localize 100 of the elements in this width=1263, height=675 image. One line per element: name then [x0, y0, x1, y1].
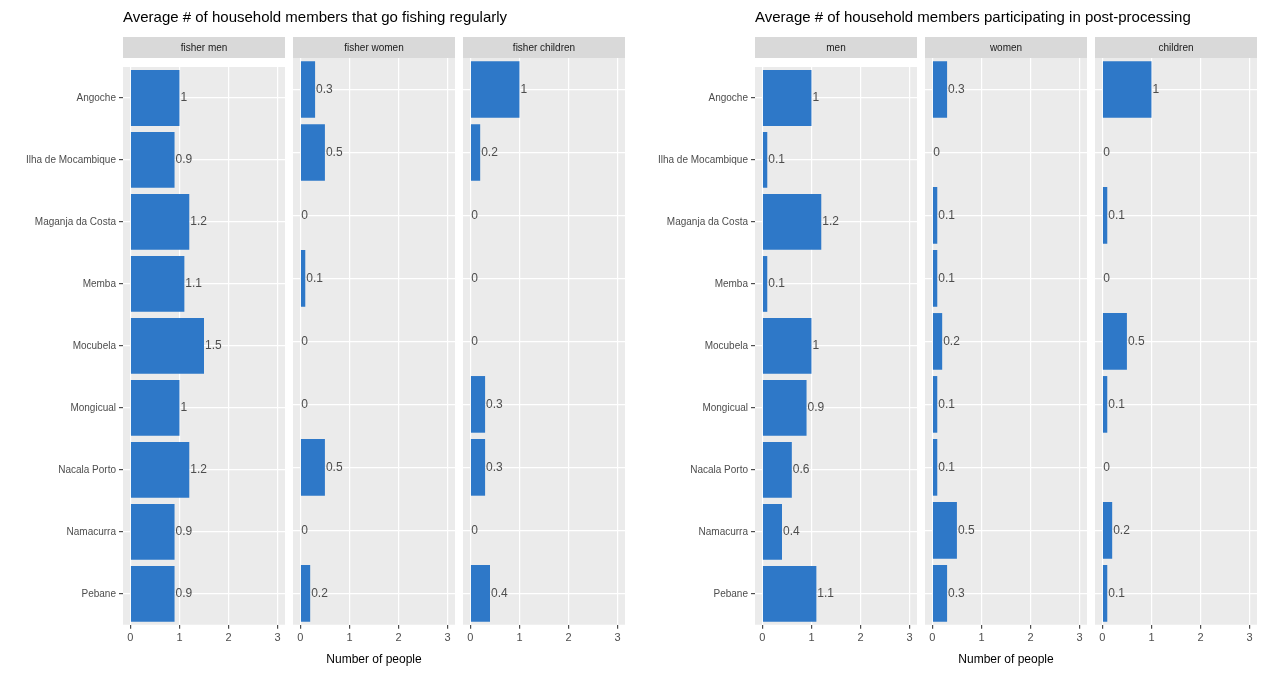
- data-label: 0: [301, 333, 309, 348]
- bar: [130, 379, 180, 436]
- y-tick-label: Mongicual: [702, 401, 748, 413]
- bar: [1102, 376, 1108, 433]
- x-tick-label: 2: [565, 631, 572, 644]
- bar: [470, 376, 486, 433]
- data-label: 0.4: [491, 585, 509, 600]
- data-label: 1.2: [822, 214, 840, 229]
- bar: [932, 250, 938, 307]
- bar: [762, 379, 807, 436]
- data-label: 0.2: [943, 333, 961, 348]
- data-label: 0.2: [311, 585, 329, 600]
- x-tick-label: 0: [297, 631, 304, 644]
- bar: [932, 313, 943, 370]
- data-label: 0: [1103, 459, 1111, 474]
- data-label: 0.1: [938, 396, 956, 411]
- data-label: 0.1: [1108, 207, 1126, 222]
- bar: [470, 439, 486, 496]
- data-label: 1.2: [190, 214, 208, 229]
- data-label: 0.6: [792, 462, 810, 477]
- bar: [130, 565, 175, 622]
- x-axis-title: Number of people: [957, 652, 1055, 666]
- y-tick-label: Namacurra: [698, 525, 749, 537]
- data-label: 0: [1103, 144, 1111, 159]
- y-tick-label: Pebane: [81, 587, 117, 599]
- x-tick-label: 3: [1076, 631, 1083, 644]
- data-label: 0.3: [486, 459, 504, 474]
- data-label: 0.9: [175, 152, 193, 167]
- x-tick-label: 3: [1246, 631, 1253, 644]
- x-tick-label: 2: [857, 631, 864, 644]
- bar: [130, 70, 180, 126]
- bar: [762, 318, 812, 374]
- bar: [1102, 61, 1152, 118]
- bar: [762, 194, 822, 250]
- data-label: 0.5: [325, 459, 343, 474]
- chart-subtitle: men: [755, 37, 917, 58]
- x-tick-label: 3: [274, 631, 281, 644]
- x-tick-label: 0: [759, 631, 766, 644]
- x-tick-label: 1: [808, 631, 815, 644]
- data-label: 0: [471, 522, 479, 537]
- x-tick-label: 2: [225, 631, 232, 644]
- bar: [762, 503, 782, 560]
- bar: [130, 441, 190, 498]
- data-label: 0: [1103, 270, 1111, 285]
- data-label: 1.2: [190, 462, 208, 477]
- data-label: 0: [933, 144, 941, 159]
- bar: [1102, 313, 1127, 370]
- x-tick-label: 1: [176, 631, 183, 644]
- x-tick-label: 2: [395, 631, 402, 644]
- data-label: 1: [180, 90, 188, 105]
- data-label: 0.3: [486, 396, 504, 411]
- x-axis-title: Number of people: [325, 652, 423, 666]
- y-tick-label: Namacurra: [66, 525, 117, 537]
- data-label: 1.1: [817, 586, 835, 601]
- data-label: 0.1: [306, 270, 324, 285]
- bar: [932, 439, 938, 496]
- data-label: 0.1: [1108, 396, 1126, 411]
- x-tick-label: 1: [346, 631, 353, 644]
- bar: [130, 132, 175, 188]
- data-label: 0.3: [948, 585, 966, 600]
- data-label: 0: [301, 207, 309, 222]
- data-label: 1: [1152, 81, 1160, 96]
- data-label: 0: [301, 522, 309, 537]
- data-label: 0.4: [783, 524, 801, 539]
- data-label: 0.9: [175, 586, 193, 601]
- data-label: 1: [812, 338, 820, 353]
- bar: [130, 256, 185, 312]
- bar: [130, 503, 175, 560]
- data-label: 0: [301, 396, 309, 411]
- y-tick-label: Ilha de Mocambique: [657, 153, 749, 165]
- data-label: 0.1: [1108, 585, 1126, 600]
- x-tick-label: 3: [444, 631, 451, 644]
- y-tick-label: Nacala Porto: [58, 463, 117, 475]
- y-tick-label: Maganja da Costa: [34, 215, 117, 227]
- chart-subtitle: fisher children: [463, 37, 625, 58]
- x-tick-label: 3: [906, 631, 913, 644]
- bar: [762, 441, 792, 498]
- bar: [762, 565, 817, 622]
- bar: [932, 501, 957, 559]
- data-label: 0.5: [957, 522, 975, 537]
- y-tick-label: Ilha de Mocambique: [25, 153, 117, 165]
- data-label: 0.2: [1113, 522, 1131, 537]
- y-tick-label: Angoche: [76, 91, 117, 103]
- bar: [470, 61, 520, 118]
- bar: [932, 376, 938, 433]
- y-tick-label: Nacala Porto: [690, 463, 749, 475]
- x-tick-label: 1: [978, 631, 985, 644]
- x-tick-label: 0: [467, 631, 474, 644]
- bar: [762, 256, 768, 312]
- y-tick-label: Memba: [714, 277, 749, 289]
- data-label: 0.2: [481, 144, 499, 159]
- data-label: 1.1: [185, 276, 203, 291]
- bar: [932, 61, 948, 118]
- bar: [932, 187, 938, 244]
- bar: [1102, 501, 1113, 559]
- chart-subtitle: fisher men: [123, 37, 285, 58]
- x-tick-label: 0: [127, 631, 134, 644]
- x-tick-label: 0: [929, 631, 936, 644]
- bar: [470, 564, 490, 622]
- chart-subtitle: children: [1095, 37, 1257, 58]
